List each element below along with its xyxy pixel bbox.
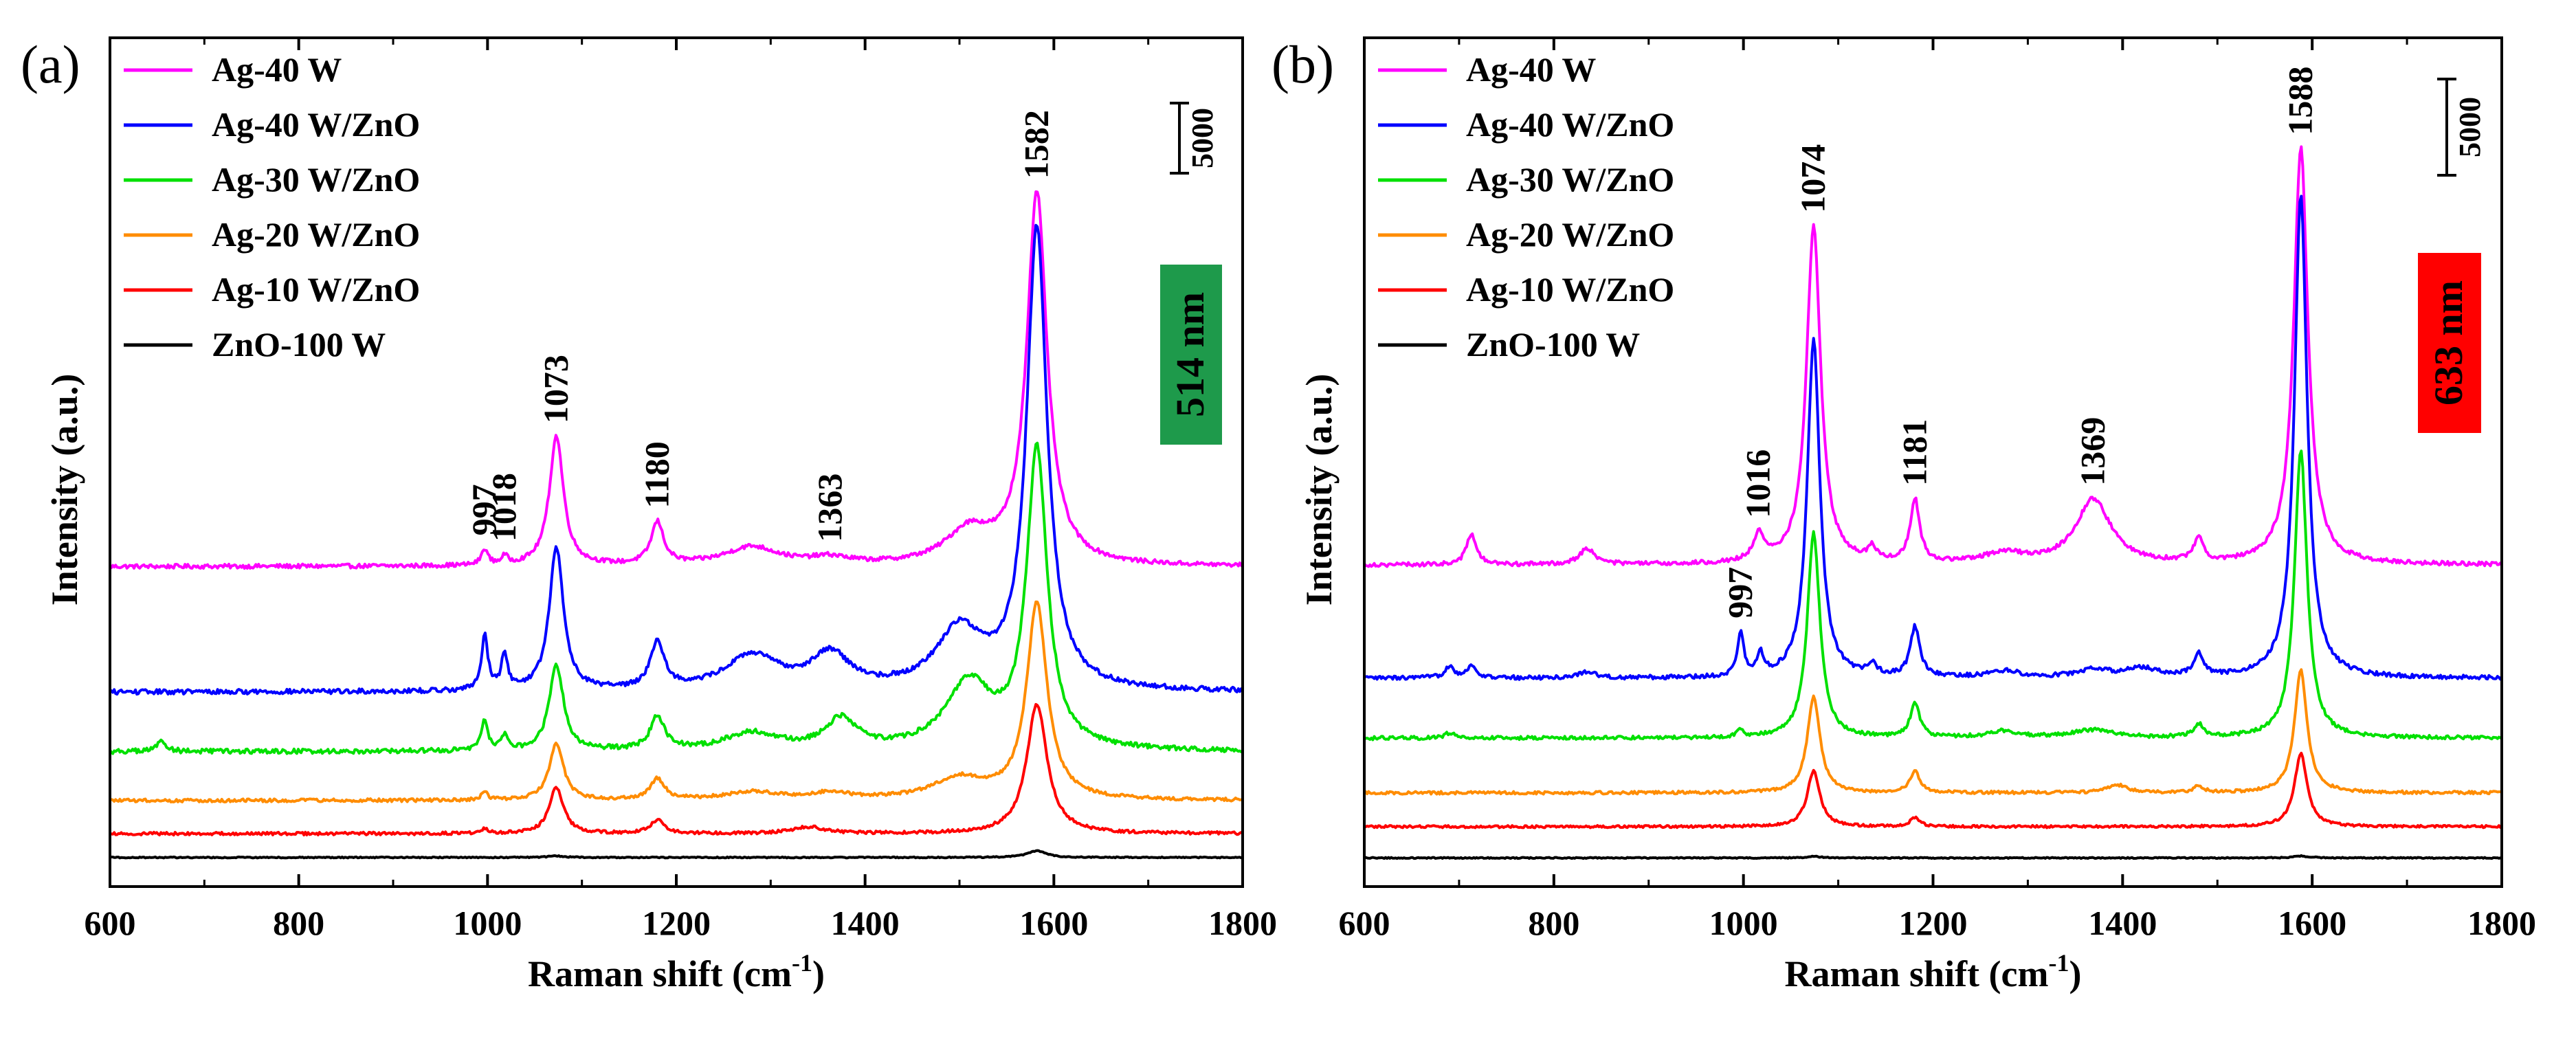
x-tick-label: 1600 — [2278, 904, 2346, 942]
series-line — [109, 223, 1243, 696]
x-tick-label: 1000 — [453, 904, 522, 942]
legend-label: Ag-40 W — [212, 50, 342, 89]
legend-label: ZnO-100 W — [1466, 325, 1640, 364]
peak-label: 1588 — [2281, 67, 2320, 135]
legend-label: Ag-40 W/ZnO — [212, 105, 420, 144]
series-line — [1364, 751, 2502, 830]
x-tick-label: 1400 — [831, 904, 900, 942]
series-line — [1364, 194, 2503, 681]
laser-badge-label: 514 nm — [1168, 292, 1212, 417]
series-line — [109, 702, 1244, 837]
x-tick-label: 600 — [1339, 904, 1390, 942]
legend-label: Ag-20 W/ZnO — [212, 215, 420, 254]
series-line — [109, 600, 1244, 803]
x-tick-label: 1600 — [1019, 904, 1088, 942]
series-line — [109, 441, 1243, 755]
series-line — [1363, 449, 2502, 742]
peak-label: 1363 — [810, 474, 849, 542]
chart-panel-a: 600 800 1000 1200 1400 1600 1800 Raman shift (c… — [21, 34, 1277, 994]
x-tick-label: 800 — [1528, 904, 1579, 942]
legend-label: Ag-30 W/ZnO — [212, 160, 420, 199]
legend-label: Ag-10 W/ZnO — [212, 270, 420, 309]
peak-label: 997 — [1721, 567, 1759, 619]
x-tick-label: 1400 — [2088, 904, 2157, 942]
laser-badge — [1160, 265, 1222, 445]
peak-label: 1181 — [1895, 419, 1933, 486]
x-tick-label: 600 — [85, 904, 136, 942]
peak-label: 997 — [465, 484, 503, 535]
scale-bar-label: 5000 — [1186, 108, 1219, 168]
laser-badge — [2418, 253, 2481, 433]
x-tick-label: 1800 — [1208, 904, 1277, 942]
peak-label: 1180 — [638, 441, 676, 508]
legend-label: ZnO-100 W — [212, 325, 386, 364]
peak-label: 1369 — [2074, 417, 2112, 486]
x-tick-label: 1200 — [1899, 904, 1968, 942]
y-axis-label: Intensity (a.u.) — [1298, 374, 1340, 606]
x-tick-label: 800 — [273, 904, 324, 942]
peak-label: 1016 — [1739, 449, 1777, 518]
peak-label: 1582 — [1017, 110, 1056, 179]
series-line — [1364, 668, 2502, 796]
panel-label: (b) — [1272, 34, 1334, 94]
legend-label: Ag-30 W/ZnO — [1466, 160, 1674, 199]
panel-label: (a) — [21, 34, 80, 94]
x-axis-label: Raman shift (cm-1) — [528, 949, 825, 994]
series-line — [109, 849, 1243, 860]
x-tick-label: 1800 — [2467, 904, 2536, 942]
legend-label: Ag-40 W/ZnO — [1466, 105, 1674, 144]
series-line — [109, 190, 1244, 570]
series-line — [1363, 145, 2503, 568]
legend-label: Ag-20 W/ZnO — [1466, 215, 1674, 254]
peak-label: 1018 — [485, 473, 523, 542]
peak-label: 1074 — [1794, 144, 1832, 213]
chart-panel-b: 600 800 1000 1200 1400 1600 1800 Raman shift (c… — [1272, 34, 2536, 994]
legend-label: Ag-40 W — [1466, 50, 1596, 89]
peak-label: 1073 — [537, 355, 575, 423]
x-tick-label: 1200 — [642, 904, 711, 942]
legend-label: Ag-10 W/ZnO — [1466, 270, 1674, 309]
x-tick-label: 1000 — [1709, 904, 1778, 942]
series-line — [1364, 854, 2502, 860]
x-axis-label: Raman shift (cm-1) — [1785, 949, 2082, 994]
scale-bar-label: 5000 — [2453, 97, 2487, 157]
y-axis-label: Intensity (a.u.) — [44, 374, 85, 606]
laser-badge-label: 633 nm — [2426, 280, 2471, 405]
